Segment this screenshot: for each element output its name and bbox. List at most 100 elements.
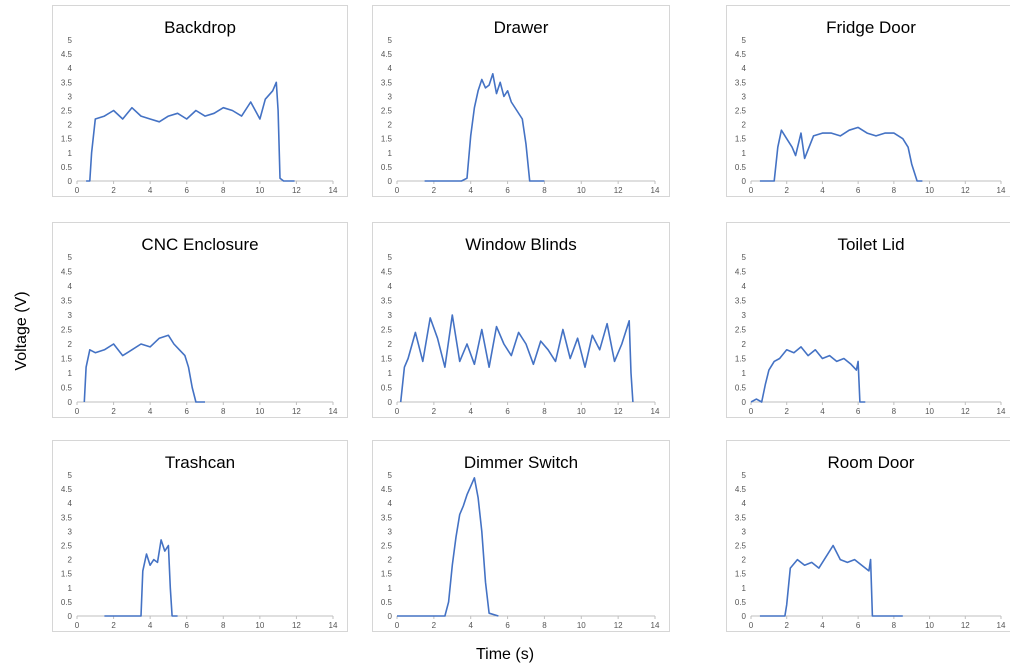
y-tick-label: 1 <box>742 369 747 378</box>
y-tick-label: 1.5 <box>381 355 393 364</box>
y-tick-label: 4.5 <box>735 50 747 59</box>
y-tick-label: 5 <box>68 471 73 480</box>
x-tick-label: 8 <box>542 407 547 416</box>
x-tick-label: 2 <box>432 186 437 195</box>
x-tick-label: 2 <box>784 621 789 630</box>
y-tick-label: 3.5 <box>61 513 73 522</box>
x-tick-label: 10 <box>577 186 586 195</box>
y-tick-label: 1 <box>68 149 73 158</box>
x-tick-label: 4 <box>820 621 825 630</box>
y-tick-label: 4.5 <box>61 268 73 277</box>
chart-panel-fridge-door: Fridge Door 0 0.5 1 1.5 2 2.5 3 3.5 4 4.5 5 0 2 4 6 8 10… <box>726 5 1010 197</box>
x-tick-label: 2 <box>111 186 116 195</box>
x-tick-label: 0 <box>749 407 754 416</box>
y-tick-label: 1 <box>742 584 747 593</box>
y-tick-label: 0.5 <box>61 384 73 393</box>
y-tick-label: 1.5 <box>61 355 73 364</box>
x-tick-label: 14 <box>997 407 1006 416</box>
x-tick-label: 12 <box>614 407 623 416</box>
x-tick-label: 2 <box>432 621 437 630</box>
x-tick-label: 0 <box>395 407 400 416</box>
y-tick-label: 3.5 <box>735 297 747 306</box>
chart-title: Room Door <box>827 453 915 472</box>
x-tick-label: 0 <box>395 621 400 630</box>
x-tick-label: 0 <box>75 186 80 195</box>
x-tick-label: 8 <box>221 186 226 195</box>
chart-panel-dimmer-switch: Dimmer Switch 0 0.5 1 1.5 2 2.5 3 3.5 4 4.5 5 0 2 4 6 8… <box>372 440 670 632</box>
x-tick-label: 4 <box>148 621 153 630</box>
voltage-series-line <box>397 476 499 617</box>
y-tick-label: 3 <box>742 311 747 320</box>
chart-title: Fridge Door <box>826 18 916 37</box>
y-tick-label: 0.5 <box>735 598 747 607</box>
chart-svg: 0 0.5 1 1.5 2 2.5 3 3.5 4 4.5 5 0 2 4 6 8 10 12 14 <box>381 471 660 630</box>
x-tick-label: 8 <box>542 186 547 195</box>
y-tick-label: 2.5 <box>61 107 73 116</box>
chart-panel-trashcan: Trashcan 0 0.5 1 1.5 2 2.5 3 3.5 4 4.5 5 0 2 4 6 8 10 12 1… <box>52 440 348 632</box>
voltage-series-line <box>86 81 295 182</box>
y-tick-label: 5 <box>388 471 393 480</box>
y-tick-label: 2.5 <box>735 326 747 335</box>
y-tick-label: 4 <box>388 499 393 508</box>
x-tick-label: 10 <box>255 186 264 195</box>
y-tick-label: 3 <box>742 92 747 101</box>
chart-svg: 0 0.5 1 1.5 2 2.5 3 3.5 4 4.5 5 0 2 4 6 8 10 12 14 <box>381 36 660 195</box>
y-tick-label: 3 <box>68 92 73 101</box>
y-tick-label: 2 <box>742 121 747 130</box>
voltage-series-line <box>750 346 866 403</box>
x-tick-label: 2 <box>784 407 789 416</box>
y-tick-label: 4 <box>68 282 73 291</box>
y-tick-label: 4.5 <box>61 485 73 494</box>
x-tick-label: 10 <box>577 621 586 630</box>
y-tick-label: 1 <box>742 149 747 158</box>
chart-panel-window-blinds: Window Blinds 0 0.5 1 1.5 2 2.5 3 3.5 4 4.5 5 0 2 4 6 8… <box>372 222 670 418</box>
x-tick-label: 0 <box>749 621 754 630</box>
x-tick-label: 12 <box>614 621 623 630</box>
chart-title: Trashcan <box>164 453 236 472</box>
chart-panel-drawer: Drawer 0 0.5 1 1.5 2 2.5 3 3.5 4 4.5 5 0 2 4 6 8 10 12 14 <box>372 5 670 197</box>
x-tick-label: 14 <box>329 621 338 630</box>
y-tick-label: 5 <box>68 253 73 262</box>
y-tick-label: 3 <box>388 92 393 101</box>
x-tick-label: 6 <box>505 621 510 630</box>
voltage-series-line <box>424 73 545 182</box>
x-tick-label: 10 <box>925 621 934 630</box>
x-tick-label: 4 <box>148 186 153 195</box>
y-tick-label: 1.5 <box>61 135 73 144</box>
x-axis-title: Time (s) <box>475 646 535 663</box>
voltage-series-line <box>83 334 205 403</box>
x-tick-label: 12 <box>961 186 970 195</box>
y-tick-label: 2 <box>742 556 747 565</box>
y-tick-label: 0.5 <box>381 598 393 607</box>
x-tick-label: 12 <box>614 186 623 195</box>
y-tick-label: 2.5 <box>381 107 393 116</box>
x-tick-label: 10 <box>925 407 934 416</box>
y-tick-label: 0.5 <box>381 163 393 172</box>
x-tick-label: 12 <box>292 186 301 195</box>
x-tick-label: 0 <box>749 186 754 195</box>
y-tick-label: 0.5 <box>735 384 747 393</box>
x-tick-label: 12 <box>961 407 970 416</box>
y-tick-label: 1.5 <box>735 570 747 579</box>
y-tick-label: 3 <box>388 311 393 320</box>
y-tick-label: 5 <box>388 253 393 262</box>
y-tick-label: 4.5 <box>61 50 73 59</box>
y-tick-label: 1.5 <box>735 135 747 144</box>
y-tick-label: 1.5 <box>381 570 393 579</box>
y-tick-label: 4 <box>742 64 747 73</box>
x-tick-label: 0 <box>75 407 80 416</box>
x-tick-label: 6 <box>856 407 861 416</box>
x-tick-label: 6 <box>505 186 510 195</box>
y-tick-label: 3 <box>388 527 393 536</box>
x-tick-label: 4 <box>820 407 825 416</box>
y-tick-label: 2 <box>388 121 393 130</box>
x-tick-label: 8 <box>892 407 897 416</box>
chart-svg: 0 0.5 1 1.5 2 2.5 3 3.5 4 4.5 5 0 2 4 6 8 10 12 14 <box>61 253 338 416</box>
y-tick-label: 4 <box>742 499 747 508</box>
y-tick-label: 0.5 <box>381 384 393 393</box>
chart-svg: 0 0.5 1 1.5 2 2.5 3 3.5 4 4.5 5 0 2 4 6 8 10 12 14 <box>735 253 1006 416</box>
chart-title: Toilet Lid <box>837 235 905 254</box>
voltage-series-line <box>104 539 178 617</box>
y-tick-label: 3 <box>68 527 73 536</box>
x-tick-label: 8 <box>221 407 226 416</box>
